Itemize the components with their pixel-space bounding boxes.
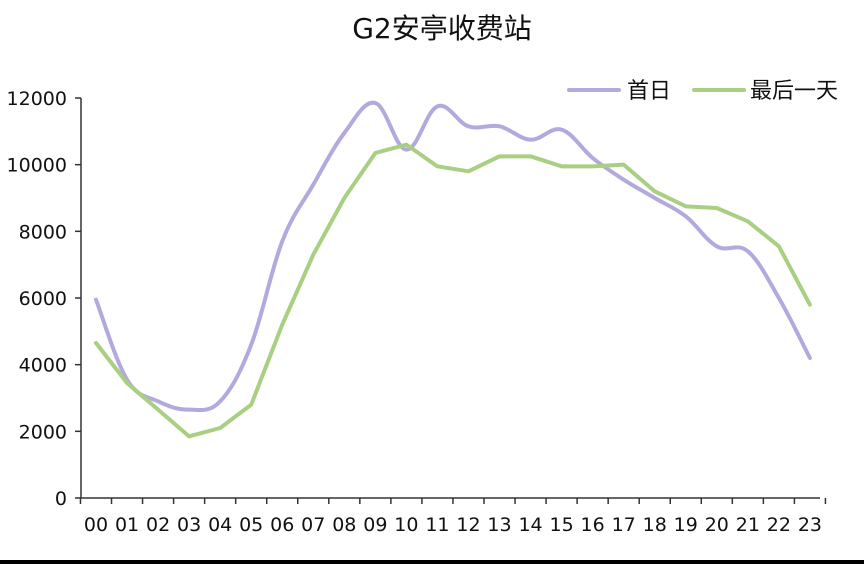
x-tick-label: 21 [736,514,760,536]
x-tick-label: 07 [301,514,325,536]
x-tick-label: 00 [84,514,108,536]
x-tick-label: 18 [643,514,667,536]
y-tick-label: 12000 [7,88,67,110]
y-tick-label: 0 [55,488,67,510]
y-tick-label: 6000 [19,288,67,310]
y-tick-label: 8000 [19,221,67,243]
bottom-border [0,560,864,564]
x-tick-label: 12 [456,514,480,536]
x-tick-label: 23 [798,514,822,536]
y-tick-label: 10000 [7,155,67,177]
x-tick-label: 10 [394,514,418,536]
x-tick-label: 04 [208,514,232,536]
x-tick-label: 05 [239,514,263,536]
legend: 首日 最后一天 [567,79,838,104]
axes: 0 2000 4000 6000 8000 10000 12000 00 01 02 03 04 05 0… [7,88,827,536]
x-tick-label: 22 [767,514,791,536]
series-lines [94,100,812,439]
x-tick-label: 14 [518,514,542,536]
x-tick-label: 20 [705,514,729,536]
x-tick-label: 16 [581,514,605,536]
series-line-2 [94,142,812,439]
y-tick-label: 4000 [19,355,67,377]
legend-label-2: 最后一天 [750,79,838,104]
series-line-1 [94,100,812,413]
x-tick-label: 02 [146,514,170,536]
chart-title: G2安亭收费站 [352,12,532,45]
x-tick-label: 11 [425,514,449,536]
x-tick-label: 06 [270,514,294,536]
x-tick-label: 13 [487,514,511,536]
x-tick-label: 01 [115,514,139,536]
x-tick-label: 03 [177,514,201,536]
x-tick-label: 17 [612,514,636,536]
x-tick-label: 09 [363,514,387,536]
x-tick-label: 19 [674,514,698,536]
y-tick-label: 2000 [19,421,67,443]
x-tick-label: 08 [332,514,356,536]
x-tick-label: 15 [550,514,574,536]
legend-label-1: 首日 [627,79,671,104]
